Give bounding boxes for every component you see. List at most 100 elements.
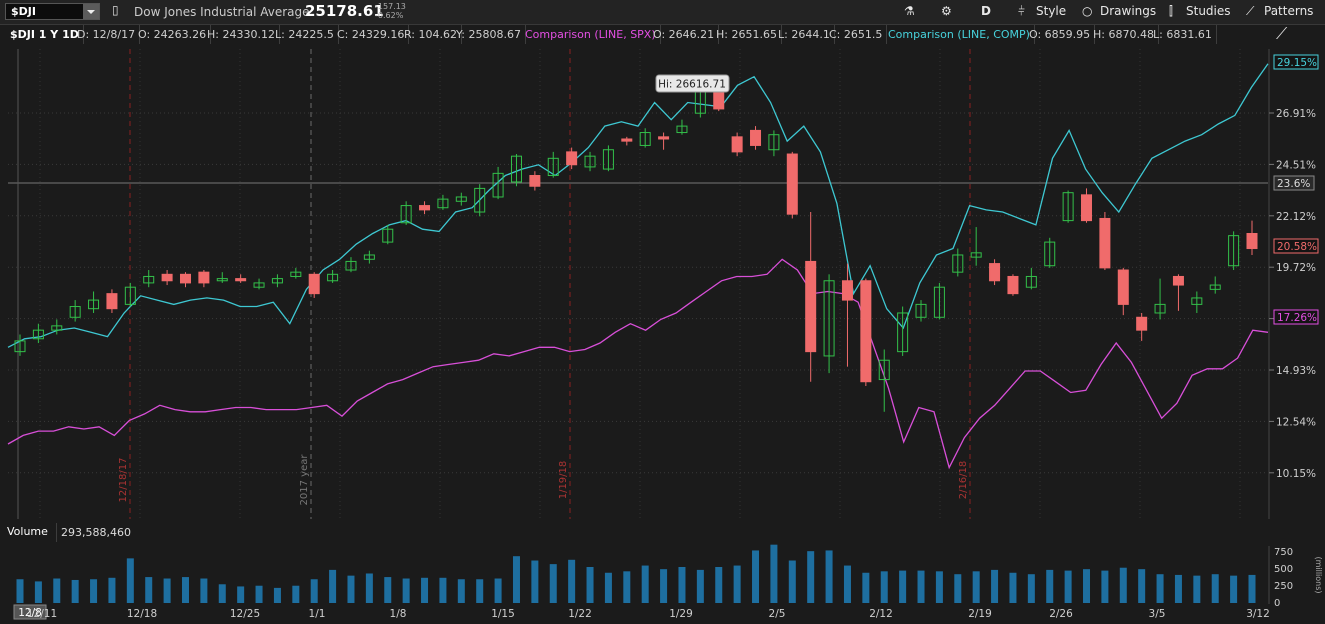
x-tick-label: 12/11: [27, 608, 57, 620]
value-tag: 17.26%: [1277, 312, 1317, 324]
x-tick-label: 1/8: [390, 608, 407, 620]
patterns-icon[interactable]: ⟋: [1246, 4, 1255, 18]
volume-bar: [457, 579, 465, 603]
candle: [400, 201, 412, 225]
spx-low: L: 2644.1: [774, 25, 835, 44]
candle-body: [235, 278, 247, 282]
candle: [1228, 231, 1240, 271]
info-range: R: 104.62: [400, 25, 462, 44]
volume-bar: [880, 571, 888, 603]
link-icon[interactable]: ▯: [112, 3, 119, 17]
x-tick-label: 3/5: [1149, 608, 1166, 620]
candle: [1172, 274, 1184, 311]
volume-bar: [660, 569, 668, 603]
candle-body: [970, 252, 982, 258]
candle-body: [492, 172, 504, 198]
info-close: C: 24329.16: [333, 25, 410, 44]
candle: [786, 151, 798, 219]
y-tick-label: 19.72%: [1276, 262, 1316, 274]
candle-style-icon[interactable]: ⫩: [1018, 4, 1025, 18]
volume-bar: [90, 579, 98, 603]
y-tick-label: 22.12%: [1276, 211, 1316, 223]
candle: [106, 289, 118, 313]
candle-body: [1099, 217, 1111, 269]
volume-bar: [1248, 574, 1256, 603]
period-button[interactable]: D: [981, 4, 991, 18]
candle: [823, 274, 835, 374]
volume-bar: [1046, 569, 1054, 603]
volume-bar: [770, 544, 778, 603]
studies-icon[interactable]: ⫿: [1169, 4, 1173, 18]
candle-body: [621, 138, 633, 142]
volume-bar: [954, 574, 962, 603]
candle: [970, 227, 982, 266]
gear-icon[interactable]: ⚙: [941, 4, 952, 18]
candle-body: [915, 303, 927, 318]
volume-bar: [384, 577, 392, 603]
x-tick-label: 12/25: [230, 608, 260, 620]
x-tick-label: 2/12: [869, 608, 893, 620]
volume-tick-label: 750: [1274, 547, 1293, 558]
event-marker-label: 2017 year: [299, 454, 310, 506]
volume-bar: [678, 567, 686, 603]
candle: [1007, 274, 1019, 296]
x-tick-label: 1/29: [669, 608, 693, 620]
change-block: -157.13 -0.62%: [375, 2, 406, 20]
price-chart[interactable]: 12/18/17 2017 year 1/19/18 2/16/18 Hi: 26616…: [0, 45, 1325, 521]
candle-body: [768, 134, 780, 151]
candle: [51, 319, 63, 335]
candle: [841, 263, 853, 367]
volume-bar: [1211, 574, 1219, 603]
x-tick-label: 1/1: [309, 608, 326, 620]
candle: [1246, 220, 1258, 255]
candle: [1081, 188, 1093, 223]
candle: [253, 278, 265, 290]
candle-body: [400, 205, 412, 224]
volume-bar: [310, 579, 318, 603]
drawings-icon[interactable]: ○: [1082, 4, 1093, 18]
candle: [14, 334, 26, 356]
candle-body: [1081, 194, 1093, 222]
candle-body: [69, 306, 81, 318]
candle: [952, 248, 964, 277]
patterns-button[interactable]: Patterns: [1264, 4, 1314, 18]
candle: [437, 194, 449, 210]
candle-body: [345, 260, 357, 271]
expand-icon[interactable]: ⟋: [1276, 24, 1288, 43]
symbol-selector[interactable]: $DJI: [5, 3, 100, 20]
volume-bar: [1138, 569, 1146, 603]
volume-bar: [34, 581, 42, 603]
candle-body: [676, 125, 688, 134]
volume-bar: [1230, 575, 1238, 603]
candle: [1099, 212, 1111, 271]
candle-body: [989, 263, 1001, 282]
candle: [566, 147, 578, 170]
volume-bar: [200, 578, 208, 603]
candle: [382, 224, 394, 245]
candle: [915, 300, 927, 322]
candle-body: [1172, 275, 1184, 286]
volume-bar: [421, 577, 429, 603]
candle: [1136, 312, 1148, 341]
candle-body: [547, 157, 559, 177]
candle-body: [841, 280, 853, 301]
volume-bar: [347, 575, 355, 603]
drawings-button[interactable]: Drawings: [1100, 4, 1157, 18]
volume-bar: [899, 570, 907, 603]
candle-body: [510, 155, 522, 183]
studies-button[interactable]: Studies: [1186, 4, 1231, 18]
candle-body: [51, 325, 63, 331]
candle: [1025, 267, 1037, 290]
chevron-down-icon[interactable]: [83, 4, 99, 19]
flask-icon[interactable]: ⚗: [904, 4, 915, 18]
toolbar: $DJI ▯ Dow Jones Industrial Average 2517…: [0, 0, 1325, 25]
event-marker-label: 12/18/17: [118, 458, 129, 503]
volume-tick-label: 500: [1274, 564, 1293, 575]
volume-bar: [788, 560, 796, 603]
candle: [989, 259, 1001, 286]
candle-body: [216, 278, 228, 282]
x-tick-label: 2/19: [968, 608, 992, 620]
volume-bar: [843, 565, 851, 603]
volume-bar: [439, 577, 447, 603]
style-button[interactable]: Style: [1036, 4, 1067, 18]
